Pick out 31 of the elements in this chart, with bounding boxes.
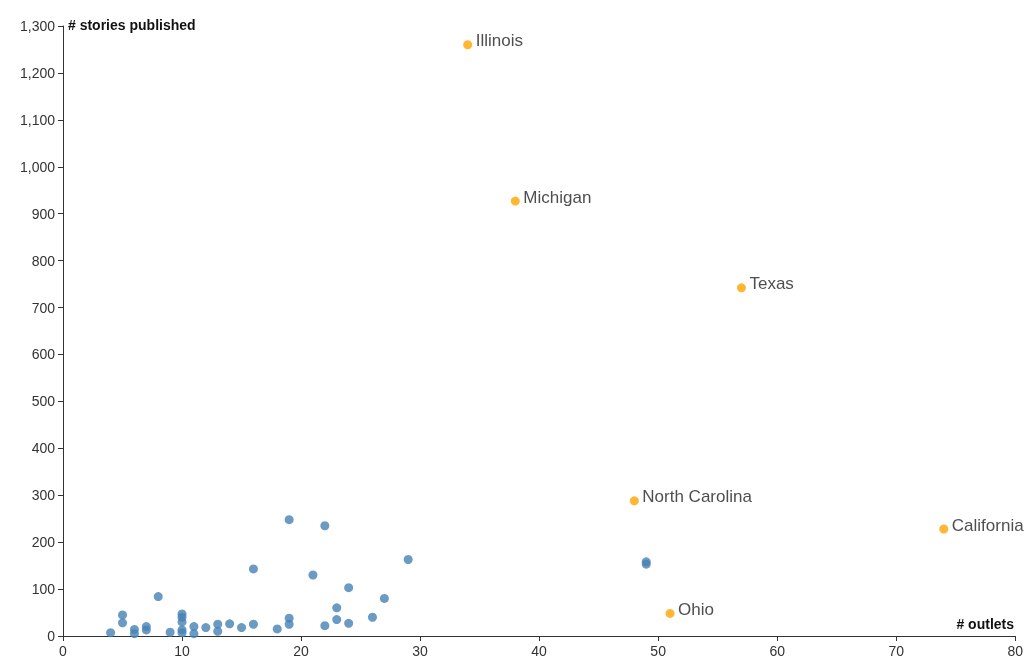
- annotation: North Carolina: [642, 487, 753, 507]
- y-tick-label: 500: [31, 393, 56, 410]
- y-axis-title: # stories published: [68, 17, 196, 33]
- annotation: Texas: [749, 274, 794, 294]
- y-tick-label: 900: [31, 205, 56, 222]
- x-axis-title: # outlets: [956, 616, 1015, 632]
- annotation: California: [951, 515, 1025, 535]
- x-tick-label: 30: [412, 643, 429, 659]
- y-tick-label: 800: [31, 252, 56, 269]
- y-tick-label: 400: [31, 440, 56, 457]
- y-tick-label: 1,300: [19, 18, 56, 34]
- y-tick-label: 700: [31, 299, 56, 316]
- y-tick-label: 200: [31, 534, 56, 551]
- y-tick-label: 100: [31, 581, 56, 598]
- annotation: Michigan: [523, 187, 592, 207]
- annotation: Illinois: [475, 31, 523, 51]
- x-tick-label: 0: [59, 643, 68, 659]
- x-tick-label: 70: [888, 643, 905, 659]
- x-tick-label: 40: [531, 643, 548, 659]
- y-tick-label: 600: [31, 346, 56, 363]
- x-tick-label: 60: [769, 643, 786, 659]
- x-tick-label: 20: [293, 643, 310, 659]
- y-tick-label: 300: [31, 487, 56, 504]
- x-tick-label: 10: [174, 643, 191, 659]
- y-tick-label: 1,100: [19, 111, 56, 128]
- x-tick-label: 50: [650, 643, 667, 659]
- x-tick-label: 80: [1007, 643, 1024, 659]
- y-tick-label: 1,200: [19, 64, 56, 81]
- y-tick-label: 1,000: [19, 158, 56, 175]
- annotation: Ohio: [678, 599, 714, 619]
- y-tick-label: 0: [47, 628, 56, 644]
